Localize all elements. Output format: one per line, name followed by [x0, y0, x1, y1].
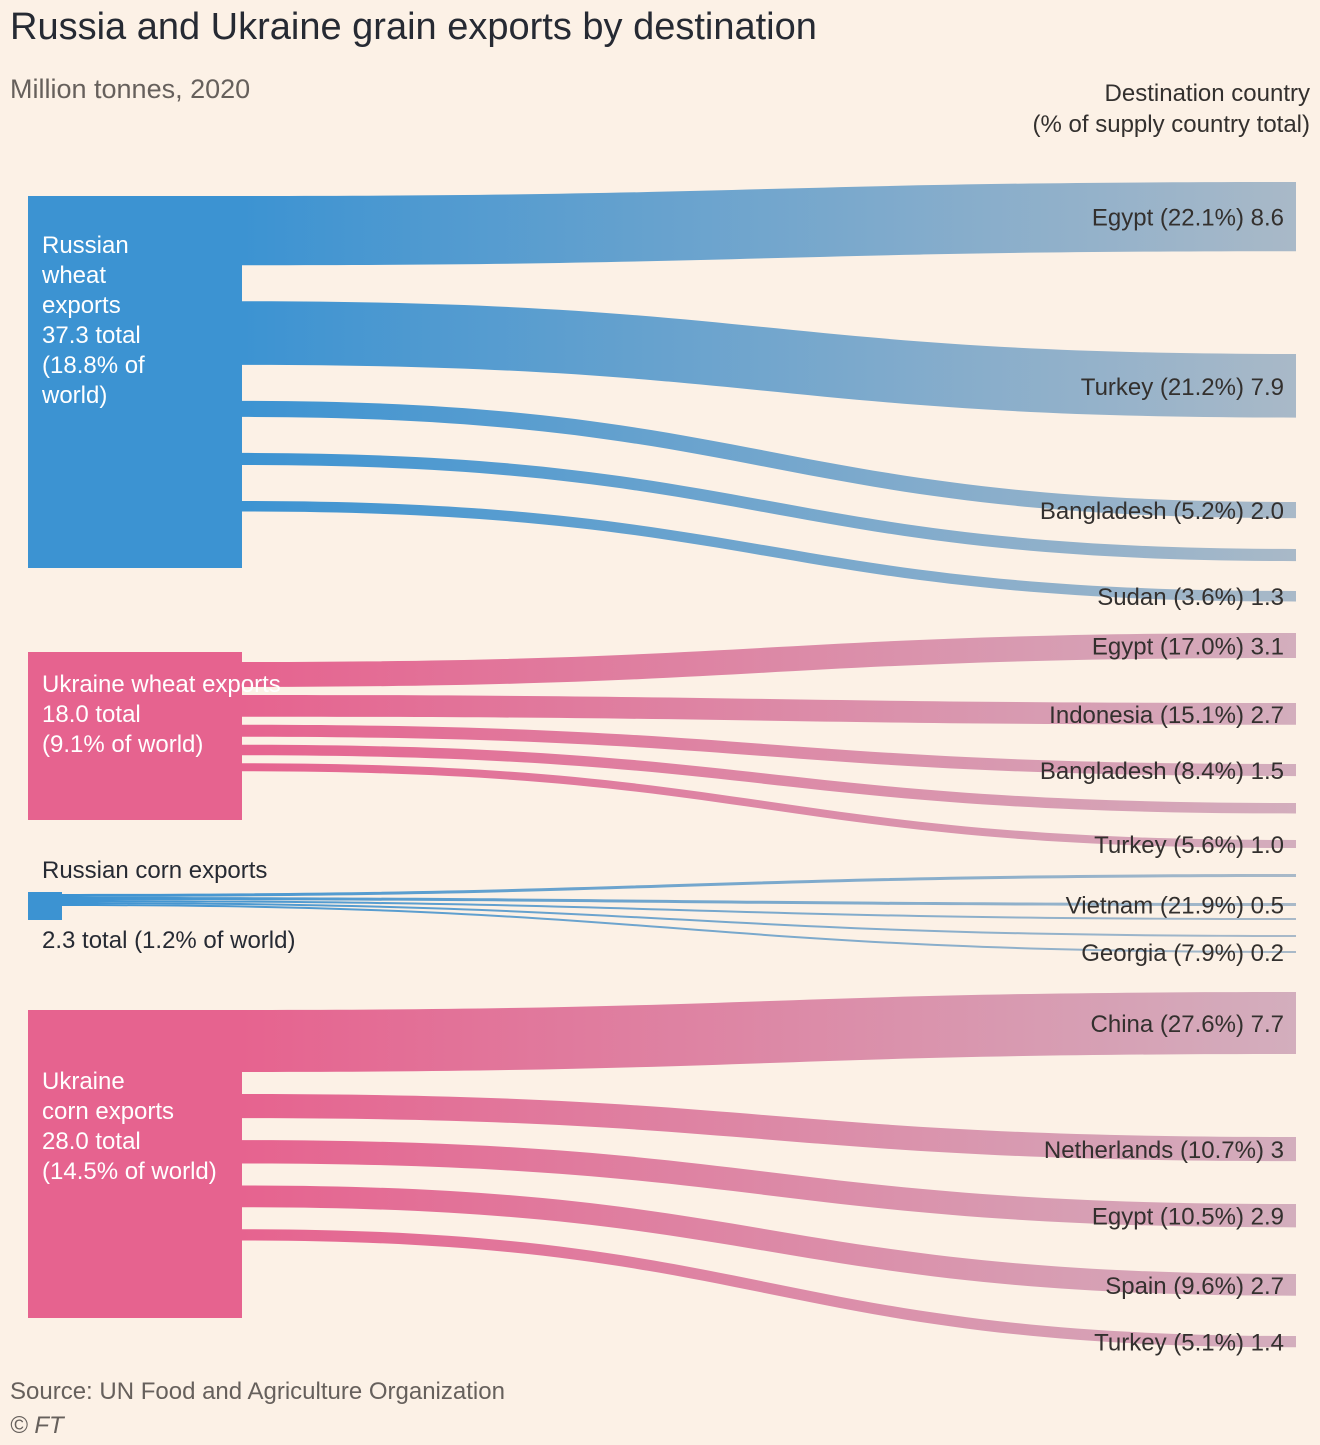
dest-label-ukraine-corn-egypt: Egypt (10.5%) 2.9	[1092, 1204, 1284, 1231]
dest-label-ukraine-corn-china: China (27.6%) 7.7	[1091, 1011, 1284, 1038]
flow-ukraine-corn-turkey	[242, 1229, 1296, 1348]
chart-title: Russia and Ukraine grain exports by dest…	[10, 6, 817, 48]
dest-label-russian-wheat-bangladesh: Bangladesh (5.2%) 2.0	[1040, 498, 1284, 525]
source-label-ukraine-wheat-line-0: Ukraine wheat exports	[42, 671, 281, 698]
flow-russian-corn-other-2	[62, 900, 1296, 920]
dest-label-russian-wheat-sudan: Sudan (3.6%) 1.3	[1097, 584, 1284, 611]
dest-label-ukraine-corn-netherlands: Netherlands (10.7%) 3	[1044, 1137, 1284, 1164]
flow-ukraine-corn-egypt	[242, 1140, 1296, 1228]
flow-russian-corn-vietnam	[62, 897, 1296, 906]
dest-label-russian-wheat-turkey: Turkey (21.2%) 7.9	[1081, 374, 1284, 401]
node-russian-corn	[28, 892, 62, 920]
source-group-ukraine-corn: China (27.6%) 7.7 Netherlands (10.7%) 3 Eg…	[28, 992, 1296, 1357]
destination-header-line2: (% of supply country total)	[1032, 111, 1310, 138]
flow-ukraine-wheat-other-3	[242, 744, 1296, 814]
source-label-russian-wheat-line-5: world)	[41, 382, 107, 409]
flow-ukraine-wheat-turkey	[242, 763, 1296, 849]
node-russian-wheat	[28, 196, 242, 568]
source-label-ukraine-corn-line-1: corn exports	[42, 1098, 174, 1125]
chart-subtitle: Million tonnes, 2020	[10, 74, 251, 104]
source-label-ukraine-corn-line-3: (14.5% of world)	[42, 1158, 217, 1185]
destination-header-line1: Destination country	[1104, 80, 1310, 107]
flow-ukraine-wheat-egypt	[242, 633, 1296, 687]
source-label-ukraine-wheat-line-2: (9.1% of world)	[42, 731, 203, 758]
dest-label-russian-wheat-egypt: Egypt (22.1%) 8.6	[1092, 205, 1284, 232]
dest-label-ukraine-wheat-egypt: Egypt (17.0%) 3.1	[1092, 633, 1284, 660]
flow-ukraine-wheat-bangladesh	[242, 724, 1296, 777]
flow-ukraine-corn-netherlands	[242, 1093, 1296, 1162]
flow-russian-corn-georgia	[62, 904, 1296, 953]
source-label-ukraine-corn-line-2: 28.0 total	[42, 1128, 141, 1155]
flow-russian-wheat-egypt	[242, 182, 1296, 266]
dest-label-ukraine-corn-turkey: Turkey (5.1%) 1.4	[1094, 1330, 1284, 1357]
node-ukraine-wheat	[28, 652, 242, 820]
dest-label-russian-corn-vietnam: Vietnam (21.9%) 0.5	[1066, 893, 1284, 920]
source-note: Source: UN Food and Agriculture Organiza…	[10, 1378, 505, 1405]
source-label-ukraine-corn-line-0: Ukraine	[42, 1068, 125, 1095]
source-label-russian-corn-total: 2.3 total (1.2% of world)	[42, 927, 295, 954]
source-label-russian-wheat-line-3: 37.3 total	[42, 322, 141, 349]
flow-ukraine-corn-spain	[242, 1185, 1296, 1296]
flow-russian-wheat-turkey	[242, 301, 1296, 418]
destination-header: Destination country (% of supply country…	[1033, 78, 1310, 140]
flow-ukraine-corn-china	[242, 992, 1296, 1072]
flow-russian-corn-other-3	[62, 902, 1296, 937]
source-group-ukraine-wheat: Egypt (17.0%) 3.1 Indonesia (15.1%) 2.7 Ba…	[28, 633, 1296, 859]
source-label-ukraine-wheat-line-1: 18.0 total	[42, 701, 141, 728]
source-label-russian-wheat-line-0: Russian	[42, 232, 129, 259]
dest-label-ukraine-corn-spain: Spain (9.6%) 2.7	[1105, 1273, 1284, 1300]
flow-russian-wheat-sudan	[242, 501, 1296, 602]
node-ukraine-corn	[28, 1010, 242, 1318]
flow-russian-wheat-bangladesh	[242, 400, 1296, 519]
source-label-russian-wheat-line-4: (18.8% of	[42, 352, 145, 379]
source-label-russian-corn-line-0: Russian corn exports	[42, 857, 267, 884]
dest-label-ukraine-wheat-indonesia: Indonesia (15.1%) 2.7	[1049, 702, 1284, 729]
dest-label-russian-corn-georgia: Georgia (7.9%) 0.2	[1081, 940, 1284, 967]
flow-ukraine-wheat-indonesia	[242, 694, 1296, 725]
dest-label-ukraine-wheat-turkey: Turkey (5.6%) 1.0	[1094, 832, 1284, 859]
dest-label-ukraine-wheat-bangladesh: Bangladesh (8.4%) 1.5	[1040, 758, 1284, 785]
source-group-russian-wheat: Egypt (22.1%) 8.6 Turkey (21.2%) 7.9 Bangl…	[28, 182, 1296, 611]
flow-russian-corn-other-0	[62, 874, 1296, 897]
source-label-russian-wheat-line-1: wheat	[41, 262, 106, 289]
source-group-russian-corn: Vietnam (21.9%) 0.5 Georgia (7.9%) 0.2 Rus…	[28, 857, 1296, 967]
copyright: © FT	[10, 1412, 64, 1439]
source-label-russian-wheat-line-2: exports	[42, 292, 121, 319]
flow-russian-wheat-other-3	[242, 452, 1296, 562]
